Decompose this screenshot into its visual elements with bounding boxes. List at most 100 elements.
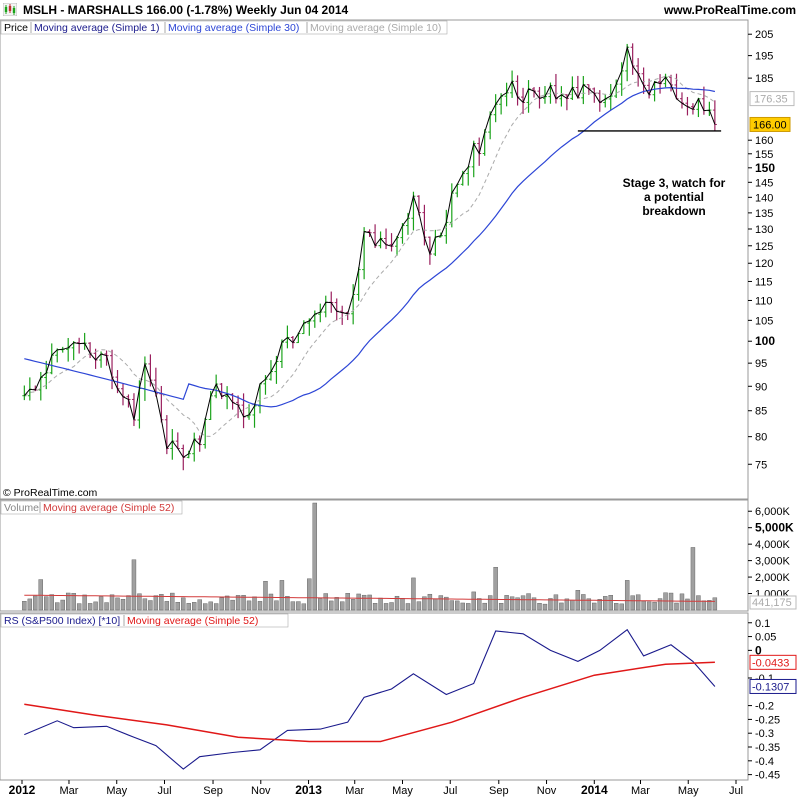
volume-bar: [312, 502, 318, 611]
volume-bar: [444, 596, 449, 611]
volume-bar: [367, 594, 372, 611]
ma1-line: [23, 45, 716, 458]
price-panel-frame: [0, 19, 749, 500]
volume-bar: [487, 595, 493, 611]
rs-ma-label: -0.0433: [752, 657, 789, 669]
x-tick-label: 2012: [9, 783, 36, 797]
volume-bar: [405, 603, 411, 611]
volume-bar: [674, 602, 679, 611]
x-tick-label: Mar: [631, 785, 650, 797]
legend-rs: RS (S&P500 Index) [*10]: [4, 615, 120, 627]
volume-bar: [323, 593, 328, 611]
volume-bar: [553, 594, 559, 611]
volume-bar: [564, 598, 570, 611]
price-tick-label: 80: [755, 432, 767, 444]
volume-bar: [137, 593, 142, 611]
volume-bar: [274, 600, 279, 611]
volume-bar: [526, 593, 531, 611]
site-url[interactable]: www.ProRealTime.com: [663, 3, 796, 17]
volume-tick-label: 6,000K: [755, 506, 791, 518]
chart-header: MSLH - MARSHALLS 166.00 (-1.78%) Weekly …: [0, 0, 800, 20]
volume-bar: [542, 603, 548, 611]
copyright-text: © ProRealTime.com: [3, 487, 98, 499]
volume-bar: [498, 603, 504, 611]
volume-bar: [27, 598, 33, 611]
volume-bar: [482, 602, 487, 611]
volume-bar: [466, 603, 471, 611]
price-tick-label: 145: [755, 177, 773, 189]
price-tick-label: 85: [755, 406, 767, 418]
volume-tick-label: 4,000K: [755, 539, 791, 551]
volume-bar: [213, 603, 219, 611]
rs-tick-label: 0.05: [755, 632, 776, 644]
volume-bar: [690, 547, 696, 611]
volume-bar: [285, 596, 290, 611]
volume-bar: [334, 597, 339, 611]
volume-bar: [504, 595, 509, 611]
volume-bar: [477, 598, 482, 611]
volume-bar: [142, 598, 148, 611]
volume-bar: [301, 603, 307, 611]
x-tick-label: Sep: [489, 785, 509, 797]
volume-bar: [246, 600, 252, 611]
price-tick-label: 195: [755, 51, 773, 63]
price-legend: Price Moving average (Simple 1) Moving a…: [0, 20, 448, 35]
volume-bar: [230, 599, 235, 611]
volume-bar: [509, 596, 515, 611]
x-tick-label: Nov: [537, 785, 557, 797]
volume-bar: [657, 598, 663, 611]
volume-bar: [340, 601, 345, 611]
volume-bar: [186, 603, 191, 611]
price-tick-label: 205: [755, 29, 773, 41]
volume-bar: [82, 594, 87, 611]
volume-bar: [630, 595, 635, 611]
volume-bar: [586, 598, 592, 611]
volume-bar: [624, 580, 630, 611]
volume-bar: [619, 603, 624, 611]
volume-bar: [652, 601, 657, 611]
volume-bar: [614, 603, 619, 611]
volume-bar: [235, 595, 241, 611]
volume-bar: [71, 593, 76, 611]
volume-bar: [383, 603, 389, 611]
volume-bar: [263, 580, 268, 611]
volume-bar: [65, 592, 71, 611]
volume-bar: [318, 598, 323, 611]
volume-bar: [159, 594, 164, 611]
rs-tick-label: 0: [755, 643, 762, 657]
price-tick-label: 160: [755, 135, 773, 147]
volume-bar: [696, 595, 701, 611]
legend-volume-ma: Moving average (Simple 52): [43, 502, 174, 514]
volume-bar: [345, 593, 350, 611]
volume-bar: [224, 595, 230, 611]
volume-bar: [257, 601, 263, 611]
annotation-line-1: Stage 3, watch for: [623, 176, 726, 190]
price-tick-label: 115: [755, 276, 773, 288]
x-tick-label: 2013: [295, 783, 322, 797]
x-tick-label: May: [392, 785, 413, 797]
rs-tick-label: -0.25: [755, 714, 780, 726]
price-tick-label: 90: [755, 381, 767, 393]
volume-bar: [296, 601, 301, 611]
volume-bar: [307, 578, 312, 611]
volume-bar: [192, 602, 197, 611]
volume-bar: [707, 600, 712, 611]
volume-bar: [197, 599, 202, 611]
volume-bar: [175, 602, 180, 611]
volume-bar: [570, 600, 575, 611]
rs-tick-label: -0.35: [755, 742, 780, 754]
legend-volume: Volume: [4, 502, 39, 514]
volume-bar: [153, 595, 159, 611]
ma30-value-label: 176.35: [754, 94, 788, 106]
volume-bar: [471, 591, 476, 611]
price-tick-label: 185: [755, 73, 773, 85]
volume-bar: [372, 603, 378, 611]
price-tick-label: 135: [755, 208, 773, 220]
volume-bar: [181, 597, 186, 611]
rs-value-box: [749, 678, 797, 694]
volume-bar: [60, 599, 65, 611]
rs-tick-label: -0.3: [755, 728, 774, 740]
legend-ma1: Moving average (Simple 1): [34, 22, 159, 34]
rs-plot: [24, 628, 716, 770]
